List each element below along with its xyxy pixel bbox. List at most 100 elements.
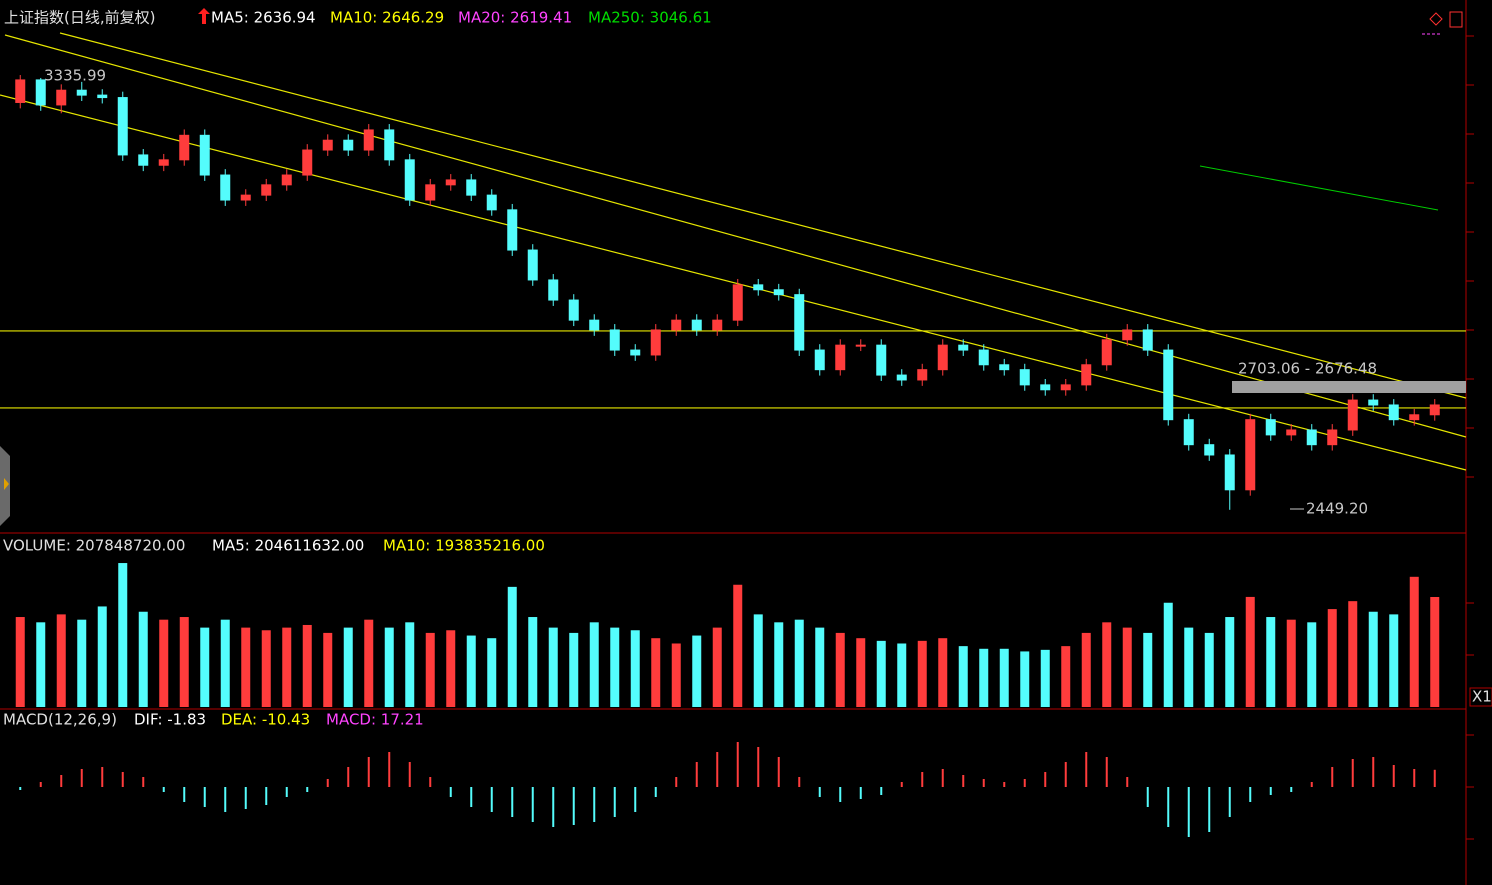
range-box [1232,381,1466,393]
candle-body [1265,419,1276,436]
candle-body [896,374,907,381]
volume-title: VOLUME: 207848720.00 [3,537,185,555]
candle-body [671,319,682,331]
volume-bar [1348,601,1358,707]
indicator-label: MA5: 2636.94 [211,9,316,27]
candle-body [507,209,518,251]
candle-body [56,89,67,106]
high-label: 3335.99 [44,67,106,85]
indicator-label: MA10: 193835216.00 [383,537,545,555]
volume-bar [589,622,599,707]
volume-bar [692,635,702,707]
candle-body [1429,404,1440,416]
candle-body [1101,339,1112,366]
candle-body [1060,384,1071,391]
range-label: 2703.06 - 2676.48 [1238,360,1377,378]
volume-bar [487,638,497,707]
volume-bar [651,638,661,707]
candle-body [568,299,579,321]
scale-box[interactable] [1469,687,1492,707]
candle-body [527,249,538,281]
candle-body [609,329,620,351]
candle-body [343,139,354,151]
volume-bar [671,643,681,707]
candle-body [15,79,26,103]
candle-body [281,174,292,186]
volume-bar [56,614,66,707]
volume-bar [466,635,476,707]
volume-bar [364,619,374,707]
candle-body [35,79,46,106]
candle-body [1163,349,1174,421]
volume-bar [979,648,989,707]
candle-body [1183,419,1194,446]
volume-bar [261,630,271,707]
volume-bar [1266,617,1276,707]
volume-bar [569,632,579,707]
volume-bar [1327,609,1337,707]
volume-bar [384,627,394,707]
candle-body [158,159,169,166]
volume-bar [753,614,763,707]
volume-bar [835,632,845,707]
candle-body [1327,429,1338,446]
candle-body [261,184,272,196]
candle-body [630,349,641,356]
volume-bar [958,646,968,707]
candle-body [835,344,846,371]
icon[interactable] [1429,12,1443,26]
candle-body [773,289,784,296]
volume-bar [1061,646,1071,707]
indicator-label: DIF: -1.83 [134,711,206,729]
candle-body [1347,399,1358,431]
volume-bar [548,627,558,707]
volume-bar [1368,611,1378,707]
volume-bar [1430,597,1440,707]
volume-bar [1204,632,1214,707]
volume-bar [323,632,333,707]
volume-bar [1102,622,1112,707]
volume-bar [77,619,87,707]
candle-body [1204,444,1215,456]
volume-bar [302,624,312,707]
candle-body [1040,384,1051,391]
candle-body [794,294,805,351]
candle-body [466,179,477,196]
volume-bar [1040,649,1050,707]
volume-bar [774,622,784,707]
candle-body [240,194,251,201]
candle-body [1224,454,1235,491]
volume-bar [36,622,46,707]
volume-bar [917,640,927,707]
volume-bar [999,648,1009,707]
volume-bar [1286,619,1296,707]
volume-bar [1122,627,1132,707]
arrow-icon [198,8,210,24]
candle-body [1081,364,1092,386]
indicator-label: MA250: 3046.61 [588,9,712,27]
candle-body [179,134,190,161]
volume-bar [1245,596,1255,707]
indicator-label: MA5: 204611632.00 [212,537,364,555]
volume-bar [1020,651,1030,707]
candle-body [404,159,415,201]
volume-bar [97,606,107,707]
volume-bar [118,563,128,707]
volume-bar [507,586,517,707]
volume-bar [241,627,251,707]
low-label: 2449.20 [1306,500,1368,518]
candle-body [1388,404,1399,421]
candle-body [138,154,149,166]
volume-bar [1184,627,1194,707]
volume-bar [1163,602,1173,707]
icon[interactable] [1449,11,1463,28]
indicator-label: MA20: 2619.41 [458,9,572,27]
volume-bar [1143,632,1153,707]
candle-body [1306,429,1317,446]
candle-body [97,94,108,99]
candle-body [363,129,374,151]
candle-body [958,344,969,351]
